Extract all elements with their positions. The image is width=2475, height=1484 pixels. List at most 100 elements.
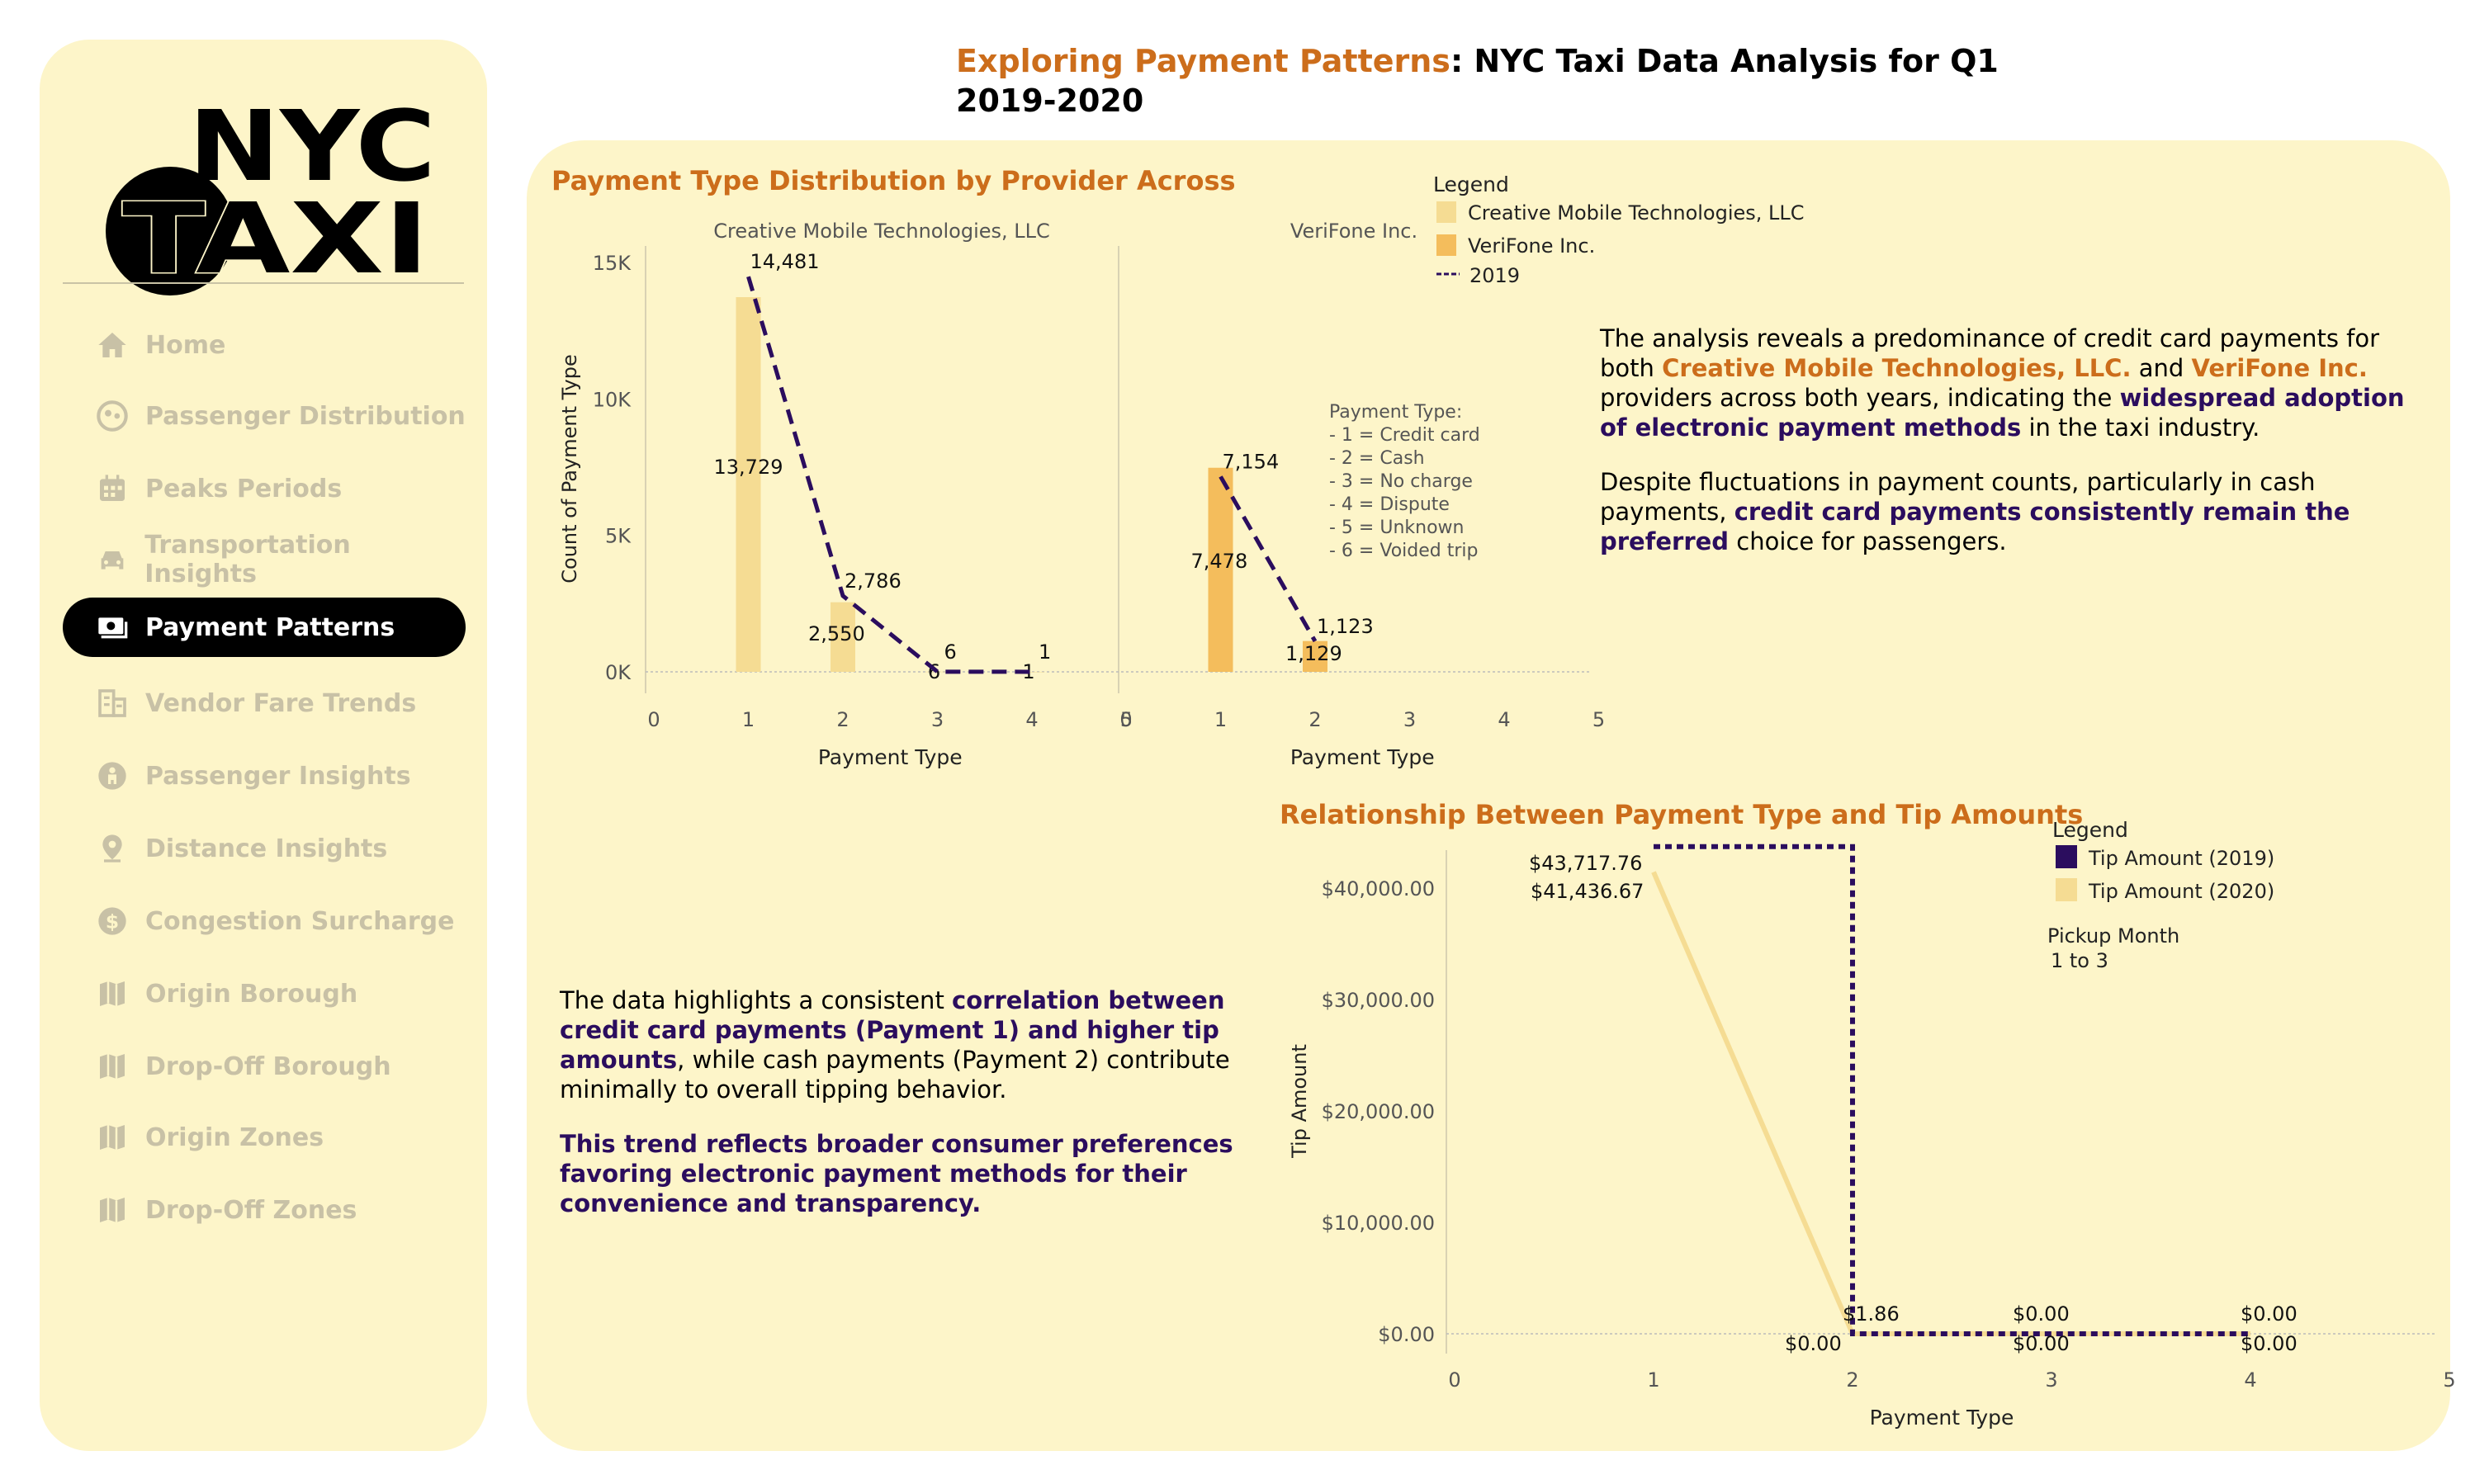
chart1-2019-line bbox=[1219, 475, 1318, 643]
p3c: , while cash payments (Payment 2) contri… bbox=[560, 1046, 1230, 1104]
chart1-legend-swatch-vf bbox=[1436, 234, 1456, 256]
chart1-y-tick: 10K bbox=[593, 388, 632, 411]
chart1-note-line: - 3 = No charge bbox=[1329, 471, 1473, 492]
chart2-x-tick: 1 bbox=[1647, 1368, 1659, 1392]
chart1-x-tick: 4 bbox=[1025, 708, 1038, 731]
chart2-legend-swatch-2019 bbox=[2056, 845, 2077, 868]
sidebar-item-transportation-insights[interactable]: Transportation Insights bbox=[63, 530, 466, 589]
chart1-line-label: 14,481 bbox=[750, 250, 820, 273]
sidebar-item-origin-borough[interactable]: Origin Borough bbox=[63, 964, 466, 1023]
p1c: and bbox=[2131, 354, 2192, 382]
chart2-2019-label: $0.00 bbox=[2013, 1302, 2070, 1326]
chart1-x-tick: 2 bbox=[836, 708, 849, 731]
chart1-y-tick: 15K bbox=[593, 252, 632, 275]
chart1-x-label: Payment Type bbox=[1290, 745, 1435, 769]
car-icon bbox=[94, 541, 130, 578]
sidebar-item-label: Drop-Off Borough bbox=[145, 1052, 391, 1081]
chart1-legend-entry: VeriFone Inc. bbox=[1468, 234, 1595, 258]
chart1-x-label: Payment Type bbox=[818, 745, 963, 769]
chart2-2019-line bbox=[1654, 844, 2250, 1336]
chart1-x-tick: 1 bbox=[1214, 708, 1227, 731]
chart1-x-tick: 0 bbox=[647, 708, 660, 731]
pin-icon bbox=[94, 830, 130, 867]
sidebar-item-origin-zones[interactable]: Origin Zones bbox=[63, 1108, 466, 1167]
sidebar: NYC TAXI Home Passenger Distribution Peaks… bbox=[40, 40, 487, 1451]
sidebar-item-peaks-periods[interactable]: Peaks Periods bbox=[63, 459, 466, 518]
sidebar-divider bbox=[63, 282, 464, 284]
sidebar-item-passenger-insights[interactable]: Passenger Insights bbox=[63, 746, 466, 806]
chart1-note-line: - 4 = Dispute bbox=[1329, 494, 1450, 515]
chart2-2020-label: $0.00 bbox=[2241, 1332, 2298, 1355]
chart1-line-label: 6 bbox=[944, 640, 957, 664]
chart2-y-tick: $40,000.00 bbox=[1322, 877, 1435, 900]
dollar-icon: $ bbox=[94, 903, 130, 939]
sidebar-item-payment-patterns[interactable]: Payment Patterns bbox=[63, 598, 466, 657]
chart2-x-tick: 5 bbox=[2443, 1368, 2455, 1392]
chart1-bar bbox=[831, 602, 855, 672]
p2a: Despite fluctuations in payment counts, … bbox=[1600, 468, 2316, 526]
sidebar-item-distance-insights[interactable]: Distance Insights bbox=[63, 819, 466, 878]
p1d: VeriFone Inc. bbox=[2191, 354, 2368, 382]
chart1-y-label: Count of Payment Type bbox=[558, 354, 581, 584]
chart1-x-tick: 0 bbox=[1119, 708, 1132, 731]
chart1-line-label: 7,154 bbox=[1223, 450, 1280, 473]
page-title-rest: : NYC Taxi Data Analysis for Q1 2019-202… bbox=[956, 43, 1999, 119]
chart1-bar-label: 13,729 bbox=[714, 456, 783, 479]
map-icon bbox=[94, 1048, 130, 1085]
page-title: Exploring Payment Patterns: NYC Taxi Dat… bbox=[956, 41, 2029, 121]
sidebar-item-label: Drop-Off Zones bbox=[145, 1195, 357, 1225]
logo-line1: NYC bbox=[188, 89, 436, 203]
sidebar-item-label: Home bbox=[145, 330, 226, 360]
map-icon bbox=[94, 976, 130, 1012]
chart2-y-label: Tip Amount bbox=[1288, 1044, 1311, 1159]
nyc-taxi-logo: NYC TAXI bbox=[106, 89, 436, 297]
p1a: The analysis reveals a predominance of c… bbox=[1600, 324, 2380, 382]
money-icon bbox=[94, 609, 130, 645]
chart1-panel-title: Creative Mobile Technologies, LLC bbox=[713, 220, 1050, 243]
sidebar-item-congestion-surcharge[interactable]: $ Congestion Surcharge bbox=[63, 891, 466, 951]
chart1-note-line: - 2 = Cash bbox=[1329, 448, 1425, 469]
insight-text-2: The data highlights a consistent correla… bbox=[560, 985, 1278, 1243]
sidebar-item-drop-off-zones[interactable]: Drop-Off Zones bbox=[63, 1180, 466, 1240]
p1f: widespread adoption of electronic paymen… bbox=[1600, 384, 2405, 442]
chart1-x-tick: 1 bbox=[742, 708, 755, 731]
chart1-x-tick: 2 bbox=[1308, 708, 1321, 731]
main-panel bbox=[527, 140, 2450, 1451]
chart2-legend-swatch-2020 bbox=[2056, 878, 2077, 901]
chart1-legend-swatch-cmt bbox=[1436, 201, 1456, 223]
p2b: credit card payments consistently remain… bbox=[1600, 498, 2350, 555]
sidebar-item-label: Congestion Surcharge bbox=[145, 906, 455, 936]
insight-text-1: The analysis reveals a predominance of c… bbox=[1600, 324, 2425, 581]
chart1-y-tick: 0K bbox=[605, 661, 632, 684]
sidebar-item-drop-off-borough[interactable]: Drop-Off Borough bbox=[63, 1037, 466, 1096]
chart1-y-tick: 5K bbox=[605, 525, 632, 548]
p1g: in the taxi industry. bbox=[2021, 414, 2260, 442]
sidebar-item-home[interactable]: Home bbox=[63, 315, 466, 375]
calendar-icon bbox=[94, 470, 130, 507]
passenger-icon bbox=[94, 398, 130, 434]
chart1-line-label: 2,786 bbox=[845, 569, 902, 593]
logo-line2: TAXI bbox=[122, 182, 429, 295]
p3b: correlation between credit card payments… bbox=[560, 986, 1225, 1074]
chart2-2019-label: $43,717.76 bbox=[1529, 852, 1642, 875]
chart1-x-tick: 5 bbox=[1592, 708, 1605, 731]
chart1-bar bbox=[1020, 671, 1044, 673]
chart1-legend-title: Legend bbox=[1433, 173, 1509, 196]
chart2-x-tick: 2 bbox=[1846, 1368, 1858, 1392]
chart1-x-tick: 3 bbox=[1403, 708, 1416, 731]
sidebar-item-label: Vendor Fare Trends bbox=[145, 688, 417, 718]
sidebar-item-label: Peaks Periods bbox=[145, 474, 343, 503]
chart1-line-label: 1,123 bbox=[1317, 615, 1374, 638]
sidebar-item-label: Origin Zones bbox=[145, 1122, 324, 1152]
building-icon bbox=[94, 685, 130, 721]
sidebar-item-label: Distance Insights bbox=[145, 834, 388, 863]
sidebar-item-passenger-distribution[interactable]: Passenger Distribution bbox=[63, 386, 466, 446]
chart2-2020-label: $0.00 bbox=[1785, 1332, 1842, 1355]
chart2-legend-extra-title: Pickup Month bbox=[2047, 924, 2179, 948]
p1b: Creative Mobile Technologies, LLC. bbox=[1662, 354, 2132, 382]
sidebar-item-vendor-fare-trends[interactable]: Vendor Fare Trends bbox=[63, 673, 466, 733]
chart2-legend-entry: Tip Amount (2019) bbox=[2088, 847, 2274, 870]
chart1-note-line: - 1 = Credit card bbox=[1329, 425, 1480, 446]
chart1-note-line: Payment Type: bbox=[1329, 402, 1462, 423]
